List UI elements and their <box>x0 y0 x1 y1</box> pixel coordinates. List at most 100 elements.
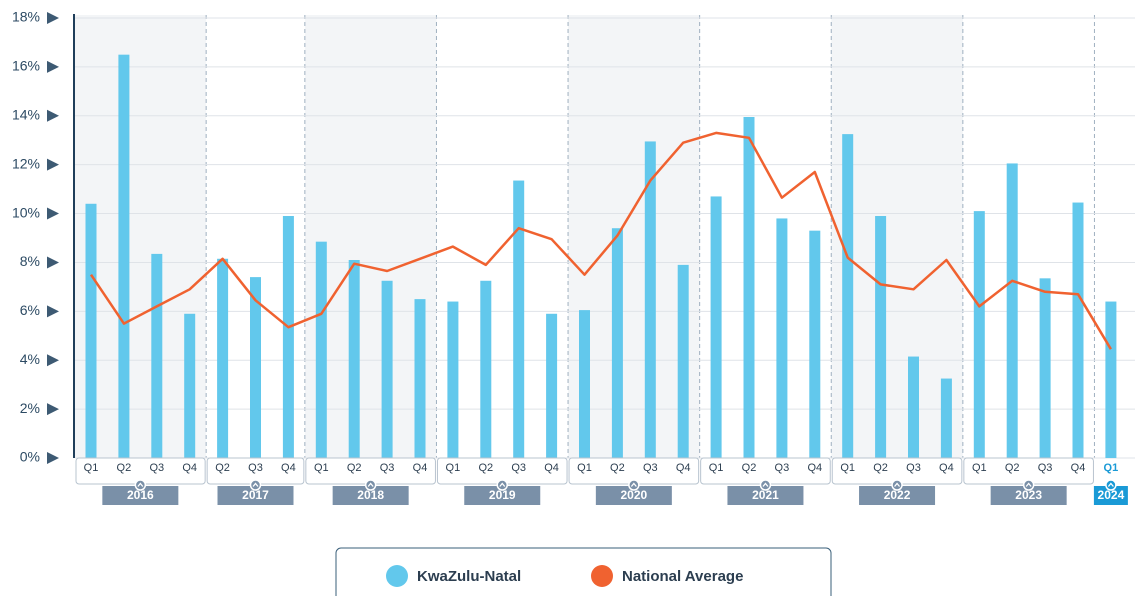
bar <box>875 216 887 458</box>
collapse-chevron <box>894 482 901 487</box>
y-tick-label: 10% <box>12 204 40 220</box>
collapse-chevron <box>367 482 374 487</box>
x-tick-label: Q4 <box>939 462 954 474</box>
bar <box>250 277 261 458</box>
bar <box>973 211 985 458</box>
year-label-box <box>217 486 294 505</box>
year-label-box <box>595 486 672 505</box>
bar <box>1006 163 1018 458</box>
bar <box>644 141 656 458</box>
collapse-icon <box>134 479 147 491</box>
bar <box>282 216 294 458</box>
y-tick-marker <box>47 158 59 171</box>
year-label-box <box>102 486 179 505</box>
bar <box>579 310 590 458</box>
x-tick-label: Q3 <box>149 462 164 474</box>
legend-label: National Average <box>622 568 743 585</box>
bar <box>809 230 821 458</box>
y-tick-label: 16% <box>12 58 40 74</box>
collapse-chevron <box>630 482 637 487</box>
x-tick-label: Q2 <box>478 462 493 474</box>
x-tick-label: Q3 <box>248 462 263 474</box>
bar <box>1039 278 1051 458</box>
year-label: 2017 <box>242 488 269 502</box>
bar <box>217 258 229 458</box>
x-tick-label: Q1 <box>709 462 724 474</box>
collapse-icon <box>1022 479 1035 491</box>
x-tick-label: Q3 <box>511 462 526 474</box>
year-label: 2024 <box>1098 488 1125 502</box>
year-label-box <box>464 486 541 505</box>
bar <box>480 280 492 458</box>
year-label: 2021 <box>752 488 779 502</box>
x-tick-label: Q4 <box>182 462 197 474</box>
x-tick-label: Q2 <box>1005 462 1020 474</box>
x-tick-label: Q4 <box>676 462 691 474</box>
legend-swatch <box>386 565 408 587</box>
x-tick-label: Q2 <box>117 462 132 474</box>
x-tick-label: Q1 <box>840 462 855 474</box>
x-tick-label: Q3 <box>775 462 790 474</box>
bar <box>940 378 952 458</box>
collapse-icon <box>364 479 377 491</box>
x-tick-label: Q1 <box>314 462 329 474</box>
x-tick-label: Q2 <box>742 462 757 474</box>
bar <box>184 313 196 458</box>
collapse-icon <box>249 479 262 491</box>
line <box>89 131 1112 350</box>
bar <box>381 280 393 458</box>
y-tick-marker <box>47 305 59 318</box>
y-tick-label: 12% <box>12 155 40 171</box>
x-tick-label: Q3 <box>1038 462 1053 474</box>
x-tick-label: Q2 <box>873 462 888 474</box>
collapse-chevron <box>1107 482 1114 487</box>
y-tick-marker <box>47 256 59 269</box>
legend-label: KwaZulu-Natal <box>417 568 521 585</box>
x-tick-label: Q1 <box>577 462 592 474</box>
collapse-icon <box>628 479 640 491</box>
collapse-chevron <box>762 482 769 487</box>
bar <box>842 134 854 458</box>
y-tick-marker <box>47 60 59 73</box>
y-tick-marker <box>47 354 59 367</box>
collapse-icon <box>759 479 772 491</box>
collapse-chevron <box>499 482 506 487</box>
bar <box>611 228 623 458</box>
year-label: 2023 <box>1015 488 1042 502</box>
bar <box>447 301 459 458</box>
bar <box>348 260 360 458</box>
x-tick-label: Q3 <box>380 462 395 474</box>
bar <box>677 264 689 458</box>
bar <box>151 253 163 458</box>
y-tick-label: 4% <box>20 351 40 367</box>
year-label: 2022 <box>884 488 911 502</box>
x-tick-label: Q4 <box>413 462 428 474</box>
x-tick-label: Q4 <box>281 462 296 474</box>
legend-box <box>335 547 832 596</box>
x-tick-label: Q3 <box>643 462 658 474</box>
x-tick-label: Q2 <box>610 462 625 474</box>
bar <box>710 196 722 458</box>
year-label-box <box>990 486 1067 505</box>
bar <box>743 117 755 458</box>
y-tick-label: 2% <box>20 400 40 416</box>
year-label: 2018 <box>357 488 384 502</box>
collapse-chevron <box>1025 482 1032 487</box>
year-label: 2019 <box>489 488 516 502</box>
collapse-icon <box>1105 479 1117 491</box>
y-tick-marker <box>47 207 59 220</box>
x-tick-label: Q1 <box>1104 462 1119 474</box>
x-tick-label: Q4 <box>807 462 822 474</box>
x-tick-label: Q4 <box>544 462 559 474</box>
year-label-box <box>332 486 409 505</box>
y-tick-label: 0% <box>20 449 40 465</box>
collapse-chevron <box>137 482 144 487</box>
year-label-box <box>859 486 936 505</box>
bar <box>85 203 97 458</box>
y-tick-label: 14% <box>12 106 40 122</box>
y-tick-label: 8% <box>20 253 40 269</box>
y-tick-marker <box>47 12 59 24</box>
x-tick-label: Q1 <box>972 462 987 474</box>
